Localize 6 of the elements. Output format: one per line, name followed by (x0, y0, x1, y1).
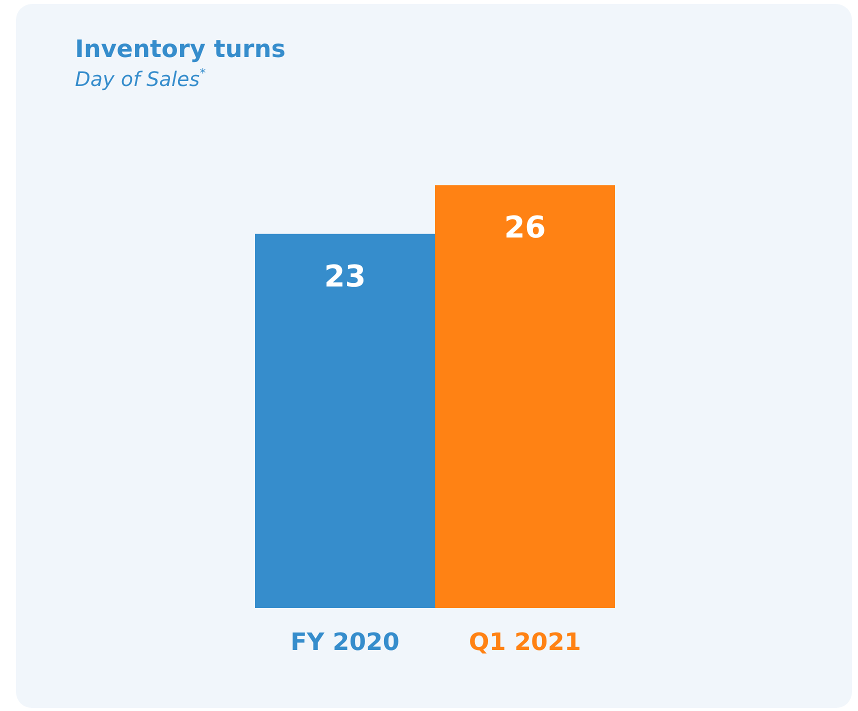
x-tick-label: Q1 2021 (468, 628, 582, 656)
data-label: 26 (504, 210, 546, 246)
chart-subtitle: Day of Sales* (75, 66, 206, 91)
data-label: 23 (324, 259, 366, 294)
chart-title: Inventory turns (75, 35, 286, 63)
x-tick-label: FY 2020 (290, 628, 400, 656)
